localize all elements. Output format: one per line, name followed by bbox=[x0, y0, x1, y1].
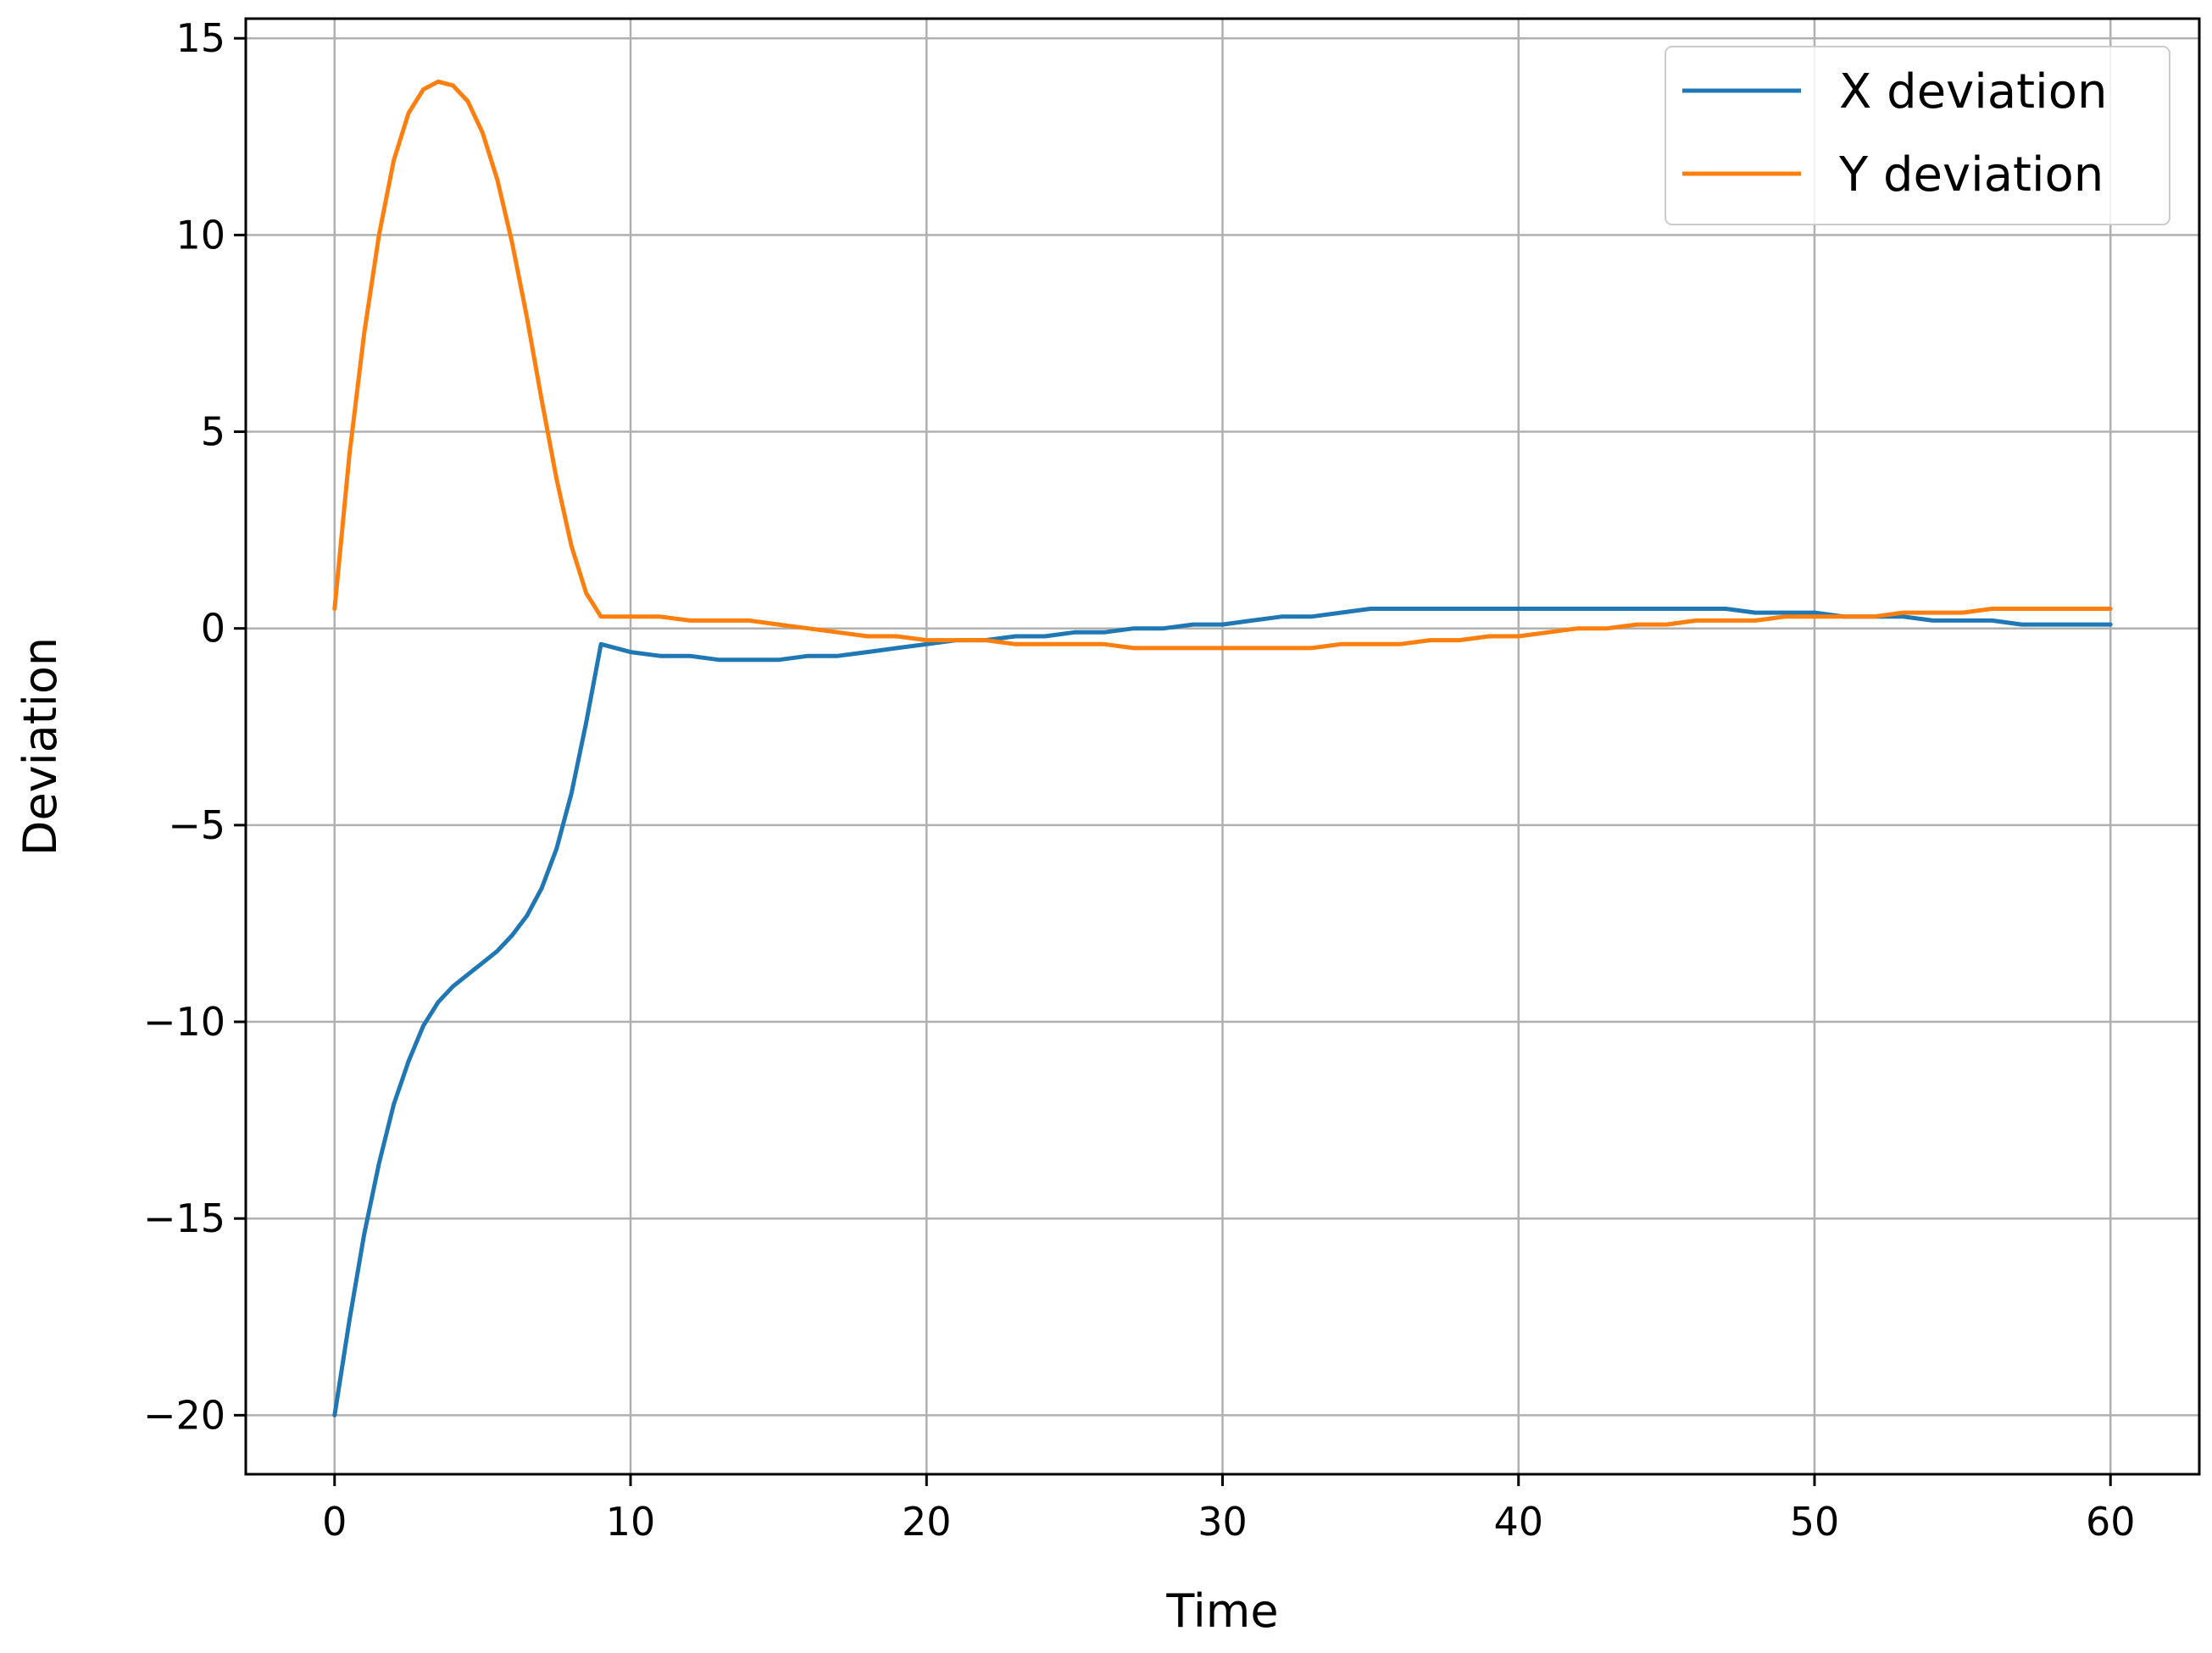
x-tick-label: 30 bbox=[1198, 1499, 1248, 1545]
legend-label-y-deviation: Y deviation bbox=[1838, 147, 2104, 202]
series-line-y-deviation bbox=[332, 79, 2113, 651]
y-tick-label: 10 bbox=[175, 212, 225, 258]
x-tick-label: 60 bbox=[2086, 1499, 2136, 1545]
y-tick-label: 15 bbox=[175, 15, 225, 61]
y-tick-label: −5 bbox=[168, 802, 225, 848]
x-axis-label: Time bbox=[1165, 1584, 1278, 1638]
y-tick-label: −20 bbox=[143, 1392, 225, 1438]
axis-ticks: 0 10 20 30 40 50 60 −20 −15 −10 −5 0 5 10 15 bbox=[143, 15, 2136, 1545]
x-tick-label: 40 bbox=[1493, 1499, 1543, 1545]
x-tick-label: 20 bbox=[902, 1499, 952, 1545]
y-tick-label: −15 bbox=[143, 1195, 225, 1241]
y-tick-label: −10 bbox=[143, 999, 225, 1045]
x-tick-label: 0 bbox=[322, 1499, 347, 1545]
series-lines bbox=[332, 79, 2113, 1417]
legend: X deviation Y deviation bbox=[1665, 46, 2170, 225]
series-line-x-deviation bbox=[332, 607, 2113, 1417]
y-tick-label: 5 bbox=[201, 409, 225, 455]
x-tick-label: 50 bbox=[1790, 1499, 1840, 1545]
x-tick-label: 10 bbox=[606, 1499, 656, 1545]
grid-lines bbox=[246, 19, 2199, 1474]
legend-label-x-deviation: X deviation bbox=[1839, 64, 2107, 119]
y-axis-label: Deviation bbox=[14, 637, 67, 856]
y-tick-label: 0 bbox=[201, 606, 225, 652]
